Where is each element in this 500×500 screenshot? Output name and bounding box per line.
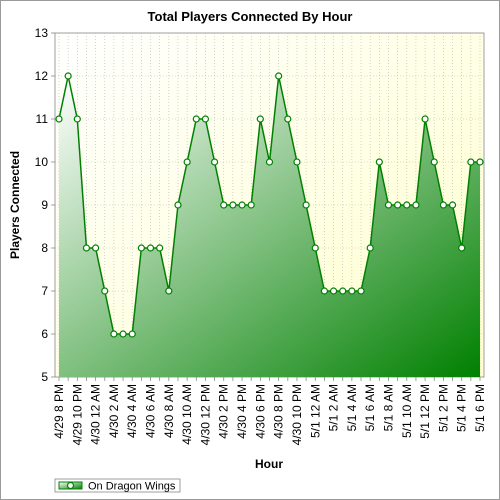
y-tick-label: 10 xyxy=(35,155,49,169)
data-point xyxy=(275,72,283,80)
x-tick-label: 4/30 2 PM xyxy=(217,384,231,439)
data-point xyxy=(375,158,383,166)
data-point xyxy=(238,201,246,209)
x-tick-label: 5/1 4 AM xyxy=(345,384,359,431)
data-point xyxy=(467,158,475,166)
x-tick-label: 4/30 8 PM xyxy=(272,384,286,439)
x-tick-label: 5/1 2 AM xyxy=(327,384,341,431)
x-tick-label: 4/30 6 PM xyxy=(253,384,267,439)
y-tick-label: 5 xyxy=(41,370,48,384)
data-point xyxy=(430,158,438,166)
data-point xyxy=(412,201,420,209)
data-point xyxy=(229,201,237,209)
data-point xyxy=(448,201,457,209)
data-point xyxy=(348,287,356,295)
data-point xyxy=(82,244,91,252)
data-point xyxy=(366,244,374,252)
x-tick-label: 4/30 4 PM xyxy=(235,384,249,439)
y-tick-label: 11 xyxy=(36,112,49,126)
data-point xyxy=(119,330,127,338)
data-point xyxy=(247,201,255,209)
x-tick-label: 5/1 4 PM xyxy=(455,384,469,432)
x-axis-label: Hour xyxy=(255,457,283,471)
data-point xyxy=(403,201,411,209)
legend-box xyxy=(54,478,181,493)
y-tick-label: 9 xyxy=(41,198,48,212)
x-axis: 4/29 8 PM 4/29 10 PM 4/30 12 AM 4/30 2 AM 4/… xyxy=(52,377,487,445)
data-point xyxy=(92,244,100,252)
x-tick-label: 5/1 6 AM xyxy=(363,384,377,431)
data-point xyxy=(284,115,292,123)
y-tick-label: 7 xyxy=(41,284,48,298)
y-tick-label: 6 xyxy=(41,327,48,341)
x-tick-label: 4/30 6 AM xyxy=(144,384,158,438)
data-point xyxy=(174,201,182,209)
x-tick-label: 5/1 2 PM xyxy=(436,384,450,432)
data-point xyxy=(320,287,329,295)
y-tick-label: 13 xyxy=(35,26,49,40)
data-point xyxy=(329,287,338,295)
data-point xyxy=(458,244,466,252)
y-tick-label: 12 xyxy=(35,69,49,83)
x-tick-label: 4/30 10 AM xyxy=(180,384,194,445)
x-tick-label: 5/1 12 AM xyxy=(308,384,322,438)
y-axis-label: Players Connected xyxy=(8,151,22,259)
chart-title: Total Players Connected By Hour xyxy=(148,9,353,24)
y-tick-label: 8 xyxy=(41,241,48,255)
data-point xyxy=(137,244,145,252)
x-tick-label: 5/1 8 AM xyxy=(381,384,395,431)
x-tick-label: 5/1 12 PM xyxy=(418,384,432,439)
data-point xyxy=(156,244,164,252)
x-tick-label: 4/30 12 AM xyxy=(89,384,103,445)
x-tick-label: 4/29 10 PM xyxy=(70,384,84,445)
x-tick-label: 4/30 10 PM xyxy=(290,384,304,445)
data-point xyxy=(55,115,63,123)
data-point xyxy=(421,115,429,123)
x-tick-label: 4/30 12 PM xyxy=(198,384,212,445)
data-point xyxy=(384,201,393,209)
data-point xyxy=(210,158,219,166)
data-point xyxy=(311,244,319,252)
x-tick-label: 5/1 6 PM xyxy=(473,384,487,432)
data-point xyxy=(64,72,72,80)
legend-marker xyxy=(66,481,75,490)
data-point xyxy=(201,115,210,123)
legend: On Dragon Wings xyxy=(54,478,181,493)
x-tick-label: 4/30 2 AM xyxy=(107,384,121,438)
data-point xyxy=(183,158,191,166)
data-point xyxy=(101,287,109,295)
legend-label: On Dragon Wings xyxy=(88,481,176,493)
data-point xyxy=(256,115,264,123)
data-point xyxy=(357,287,365,295)
data-point xyxy=(73,115,81,123)
data-point xyxy=(394,201,402,209)
data-point xyxy=(128,330,136,338)
data-point xyxy=(192,115,200,123)
series-points xyxy=(55,72,484,338)
data-point xyxy=(439,201,447,209)
data-point xyxy=(110,330,118,338)
x-tick-label: 5/1 10 AM xyxy=(400,384,414,438)
y-axis: 5 6 7 8 9 10 11 12 13 xyxy=(35,26,55,384)
data-point xyxy=(165,287,173,295)
data-point xyxy=(220,201,228,209)
x-tick-label: 4/30 4 AM xyxy=(125,384,139,438)
data-point xyxy=(146,244,155,252)
data-point xyxy=(476,158,484,166)
data-point xyxy=(339,287,347,295)
x-tick-label: 4/29 8 PM xyxy=(52,384,66,439)
data-point xyxy=(293,158,301,166)
data-point xyxy=(302,201,310,209)
x-tick-label: 4/30 8 AM xyxy=(162,384,176,438)
data-point xyxy=(265,158,274,166)
series-area xyxy=(59,76,480,377)
